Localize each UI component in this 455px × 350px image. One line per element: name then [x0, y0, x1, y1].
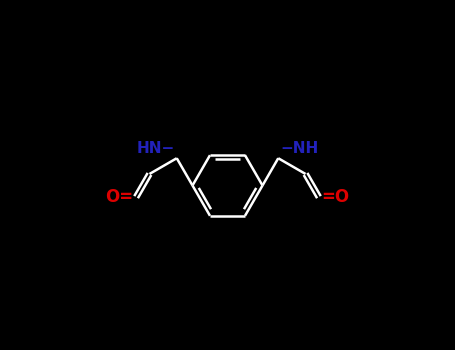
Text: HN−: HN− — [137, 141, 175, 156]
Text: −NH: −NH — [280, 141, 318, 156]
Text: =O: =O — [322, 188, 350, 206]
Text: O=: O= — [105, 188, 133, 206]
